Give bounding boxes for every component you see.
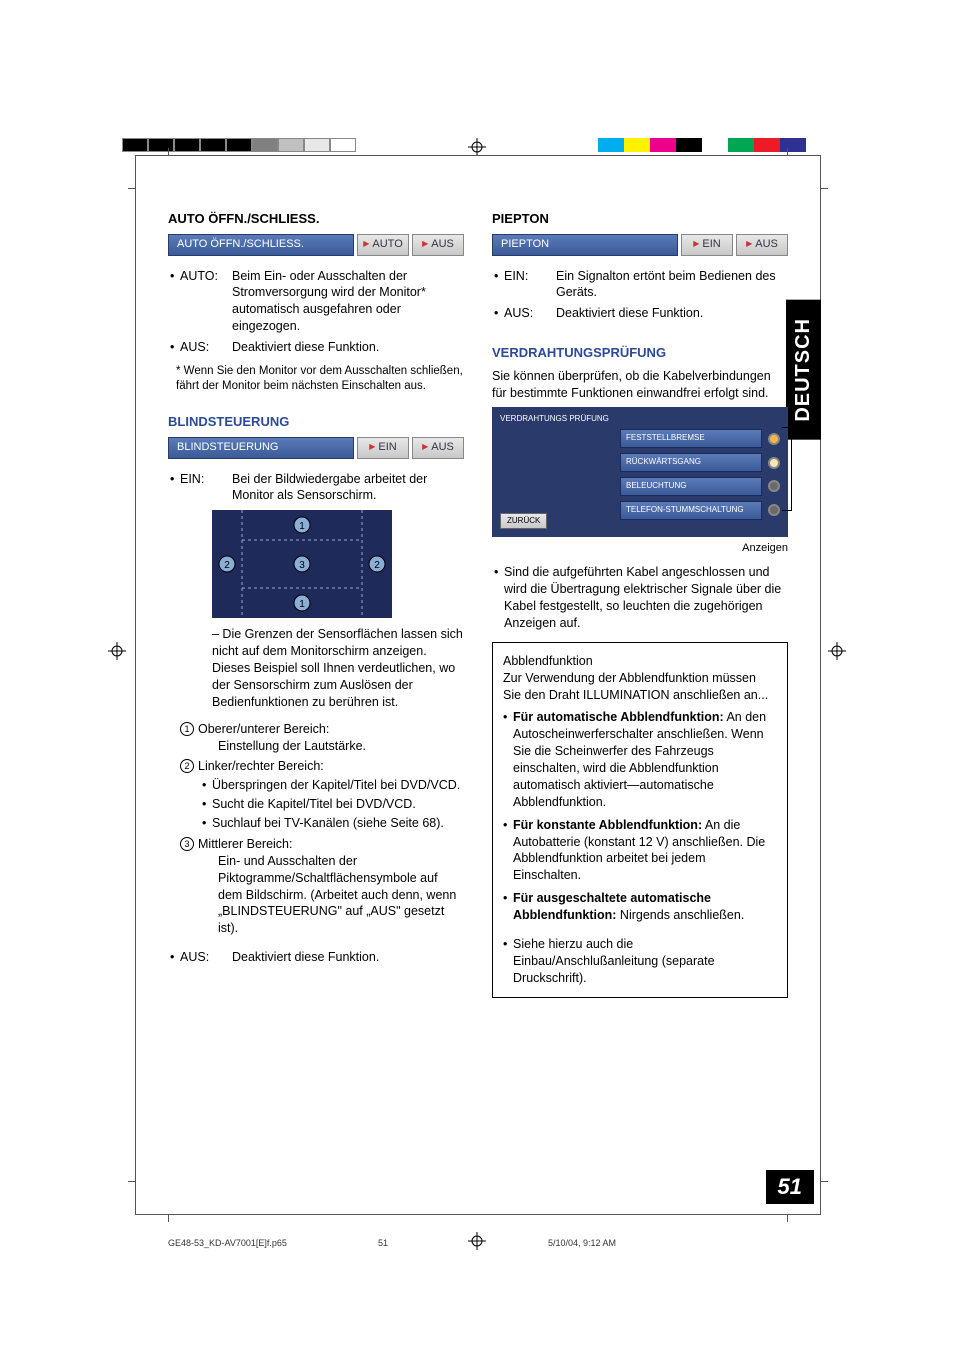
left-column: AUTO ÖFFN./SCHLIESS. AUTO ÖFFN./SCHLIESS… xyxy=(168,210,464,998)
box-tail: Siehe hierzu auch die Einbau/Anschlußanl… xyxy=(513,936,777,987)
wiring-note: •Sind die aufgeführten Kabel angeschloss… xyxy=(494,564,788,632)
box-title: Abblendfunktion xyxy=(503,653,777,670)
led-icon xyxy=(768,457,780,469)
box-item: •Für ausgeschaltete automatische Abblend… xyxy=(503,890,777,924)
wiring-panel: VERDRAHTUNGS PRÜFUNG FESTSTELLBREMSE RÜCK… xyxy=(492,407,788,537)
auto-ui-row: AUTO ÖFFN./SCHLIESS. ▶AUTO ▶AUS xyxy=(168,234,464,256)
led-icon xyxy=(768,504,780,516)
blind-ein: •EIN:Bei der Bildwiedergabe arbeitet der… xyxy=(170,471,464,505)
wiring-row: TELEFON-STUMMSCHALTUNG xyxy=(620,501,780,520)
area-2-bullet: •Sucht die Kapitel/Titel bei DVD/VCD. xyxy=(202,796,464,813)
wiring-row: FESTSTELLBREMSE xyxy=(620,429,780,448)
blind-heading: BLINDSTEUERUNG xyxy=(168,413,464,431)
anzeigen-bracket xyxy=(782,427,792,511)
right-column: PIEPTON PIEPTON ▶EIN ▶AUS •EIN:Ein Signa… xyxy=(492,210,788,998)
blind-ui-row: BLINDSTEUERUNG ▶EIN ▶AUS xyxy=(168,437,464,459)
arrow-icon: ▶ xyxy=(693,239,699,250)
area-1: 1 Oberer/unterer Bereich:Einstellung der… xyxy=(180,721,464,755)
box-intro: Zur Verwendung der Abblendfunktion müsse… xyxy=(503,670,777,704)
arrow-icon: ▶ xyxy=(369,442,375,453)
wiring-row-label: RÜCKWÄRTSGANG xyxy=(620,453,762,472)
auto-btn-aus[interactable]: ▶AUS xyxy=(412,234,464,256)
arrow-icon: ▶ xyxy=(363,239,369,250)
area-2-bullet: •Suchlauf bei TV-Kanälen (siehe Seite 68… xyxy=(202,815,464,832)
piep-btn-aus[interactable]: ▶AUS xyxy=(736,234,788,256)
svg-text:1: 1 xyxy=(299,521,305,532)
svg-text:1: 1 xyxy=(299,599,305,610)
footer-timestamp: 5/10/04, 9:12 AM xyxy=(548,1238,788,1248)
box-item: •Für automatische Abblendfunktion: An de… xyxy=(503,709,777,810)
auto-ui-label: AUTO ÖFFN./SCHLIESS. xyxy=(168,234,354,256)
svg-text:2: 2 xyxy=(224,560,230,571)
piep-btn-ein[interactable]: ▶EIN xyxy=(681,234,733,256)
blind-ui-label: BLINDSTEUERUNG xyxy=(168,437,354,459)
dimmer-box: Abblendfunktion Zur Verwendung der Abble… xyxy=(492,642,788,998)
footer-page: 51 xyxy=(378,1238,548,1248)
registration-mark-icon xyxy=(468,138,486,156)
wiring-heading: VERDRAHTUNGSPRÜFUNG xyxy=(492,344,788,362)
led-icon xyxy=(768,480,780,492)
svg-text:2: 2 xyxy=(374,560,380,571)
piep-ui-row: PIEPTON ▶EIN ▶AUS xyxy=(492,234,788,256)
printer-color-bar-right xyxy=(598,138,832,152)
circle-2-icon: 2 xyxy=(180,759,194,773)
wiring-intro: Sie können überprüfen, ob die Kabelverbi… xyxy=(492,368,788,402)
area-2: 2 Linker/rechter Bereich: xyxy=(180,758,464,775)
piep-items: •EIN:Ein Signalton ertönt beim Bedienen … xyxy=(494,268,788,323)
wiring-row-label: FESTSTELLBREMSE xyxy=(620,429,762,448)
piep-ui-label: PIEPTON xyxy=(492,234,678,256)
area-2-bullet: •Überspringen der Kapitel/Titel bei DVD/… xyxy=(202,777,464,794)
arrow-icon: ▶ xyxy=(746,239,752,250)
svg-text:3: 3 xyxy=(299,560,305,571)
area-3: 3 Mittlerer Bereich:Ein- und Ausschalten… xyxy=(180,836,464,937)
back-button[interactable]: ZURÜCK xyxy=(500,513,547,530)
blind-aus: •AUS:Deaktiviert diese Funktion. xyxy=(170,949,464,966)
wiring-row-label: TELEFON-STUMMSCHALTUNG xyxy=(620,501,762,520)
footer-file: GE48-53_KD-AV7001[E]f.p65 xyxy=(168,1238,378,1248)
wiring-row: RÜCKWÄRTSGANG xyxy=(620,453,780,472)
arrow-icon: ▶ xyxy=(422,239,428,250)
wiring-row: BELEUCHTUNG xyxy=(620,477,780,496)
area-list: 1 Oberer/unterer Bereich:Einstellung der… xyxy=(180,721,464,938)
anzeigen-label: Anzeigen xyxy=(492,541,788,556)
sensor-diagram: 1 1 2 2 3 xyxy=(212,510,392,618)
wiring-row-label: BELEUCHTUNG xyxy=(620,477,762,496)
arrow-icon: ▶ xyxy=(422,442,428,453)
circle-3-icon: 3 xyxy=(180,837,194,851)
page-content: AUTO ÖFFN./SCHLIESS. AUTO ÖFFN./SCHLIESS… xyxy=(168,210,788,998)
language-tab: DEUTSCH xyxy=(786,300,821,440)
led-icon xyxy=(768,433,780,445)
blind-btn-ein[interactable]: ▶EIN xyxy=(357,437,409,459)
auto-heading: AUTO ÖFFN./SCHLIESS. xyxy=(168,210,464,228)
page-footer: GE48-53_KD-AV7001[E]f.p65 51 5/10/04, 9:… xyxy=(168,1238,788,1248)
auto-footnote: * Wenn Sie den Monitor vor dem Ausschalt… xyxy=(176,364,464,395)
blind-btn-aus[interactable]: ▶AUS xyxy=(412,437,464,459)
circle-1-icon: 1 xyxy=(180,722,194,736)
box-item: •Für konstante Abblendfunktion: An die A… xyxy=(503,817,777,885)
piep-heading: PIEPTON xyxy=(492,210,788,228)
auto-items: •AUTO:Beim Ein- oder Ausschalten der Str… xyxy=(170,268,464,356)
page-number: 51 xyxy=(766,1170,814,1204)
registration-mark-icon xyxy=(828,642,846,660)
registration-mark-icon xyxy=(108,642,126,660)
auto-btn-auto[interactable]: ▶AUTO xyxy=(357,234,409,256)
diagram-note: – Die Grenzen der Sensorflächen lassen s… xyxy=(212,626,464,710)
wiring-panel-header: VERDRAHTUNGS PRÜFUNG xyxy=(500,415,780,424)
printer-color-bar-left xyxy=(122,138,356,152)
